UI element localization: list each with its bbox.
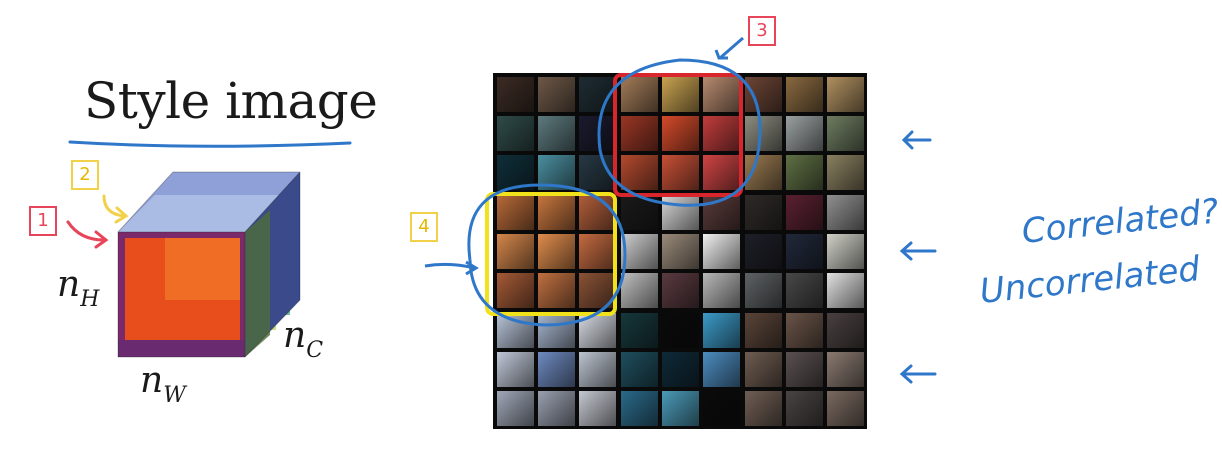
- image-patch: [619, 153, 660, 192]
- label-2: 2: [71, 160, 99, 190]
- image-patch: [701, 350, 742, 389]
- image-patch: [536, 389, 577, 428]
- image-patch: [784, 75, 825, 114]
- image-patch: [701, 389, 742, 428]
- image-patch: [660, 232, 701, 271]
- image-patch: [743, 311, 784, 350]
- image-patch: [619, 193, 660, 232]
- image-patch: [660, 114, 701, 153]
- image-patch: [784, 114, 825, 153]
- image-patch: [536, 350, 577, 389]
- left-arrow-icon: [901, 130, 932, 150]
- image-patch: [619, 271, 660, 310]
- style-image-title: Style image: [84, 72, 378, 130]
- image-patch: [784, 350, 825, 389]
- label-1: 1: [29, 206, 57, 236]
- feature-tile: [495, 311, 618, 428]
- feature-tile: [619, 311, 742, 428]
- image-patch: [495, 153, 536, 192]
- image-patch: [660, 153, 701, 192]
- image-patch: [743, 271, 784, 310]
- n-w-label: nW: [140, 360, 186, 408]
- label-4: 4: [410, 212, 438, 242]
- image-patch: [495, 311, 536, 350]
- image-patch: [784, 271, 825, 310]
- n-c-label: nC: [283, 315, 324, 363]
- feature-tile: [743, 193, 866, 310]
- image-patch: [784, 153, 825, 192]
- image-patch: [619, 389, 660, 428]
- image-patch: [825, 311, 866, 350]
- label-3: 3: [748, 16, 776, 46]
- image-patch: [743, 350, 784, 389]
- feature-tile: [495, 193, 618, 310]
- image-patch: [495, 114, 536, 153]
- image-patch: [825, 271, 866, 310]
- image-patch: [619, 114, 660, 153]
- image-patch: [743, 75, 784, 114]
- image-patch: [701, 271, 742, 310]
- image-patch: [743, 389, 784, 428]
- image-patch: [660, 350, 701, 389]
- image-patch: [577, 350, 618, 389]
- image-patch: [536, 114, 577, 153]
- feature-tile: [619, 193, 742, 310]
- image-patch: [743, 193, 784, 232]
- image-patch: [701, 232, 742, 271]
- image-patch: [536, 232, 577, 271]
- image-patch: [619, 311, 660, 350]
- image-patch: [784, 389, 825, 428]
- feature-patch-grid: [493, 73, 867, 429]
- image-patch: [784, 232, 825, 271]
- image-patch: [495, 75, 536, 114]
- image-patch: [825, 350, 866, 389]
- image-patch: [825, 389, 866, 428]
- feature-tile: [743, 311, 866, 428]
- image-patch: [495, 271, 536, 310]
- image-patch: [825, 153, 866, 192]
- image-patch: [536, 271, 577, 310]
- image-patch: [825, 114, 866, 153]
- image-patch: [495, 389, 536, 428]
- image-patch: [577, 75, 618, 114]
- image-patch: [577, 389, 618, 428]
- image-patch: [743, 153, 784, 192]
- image-patch: [536, 75, 577, 114]
- image-patch: [577, 232, 618, 271]
- image-patch: [701, 311, 742, 350]
- image-patch: [660, 75, 701, 114]
- image-patch: [660, 311, 701, 350]
- feature-tile: [619, 75, 742, 192]
- image-patch: [619, 350, 660, 389]
- left-arrow-icon: [899, 241, 937, 261]
- image-patch: [743, 114, 784, 153]
- image-patch: [660, 271, 701, 310]
- image-patch: [495, 232, 536, 271]
- left-arrow-icon: [899, 364, 937, 384]
- image-patch: [701, 153, 742, 192]
- image-patch: [825, 232, 866, 271]
- image-patch: [495, 193, 536, 232]
- image-patch: [495, 350, 536, 389]
- n-h-label: nH: [57, 264, 100, 312]
- image-patch: [743, 232, 784, 271]
- image-patch: [660, 389, 701, 428]
- image-patch: [825, 75, 866, 114]
- image-patch: [701, 193, 742, 232]
- image-patch: [825, 193, 866, 232]
- feature-tile: [743, 75, 866, 192]
- image-patch: [784, 193, 825, 232]
- image-patch: [784, 311, 825, 350]
